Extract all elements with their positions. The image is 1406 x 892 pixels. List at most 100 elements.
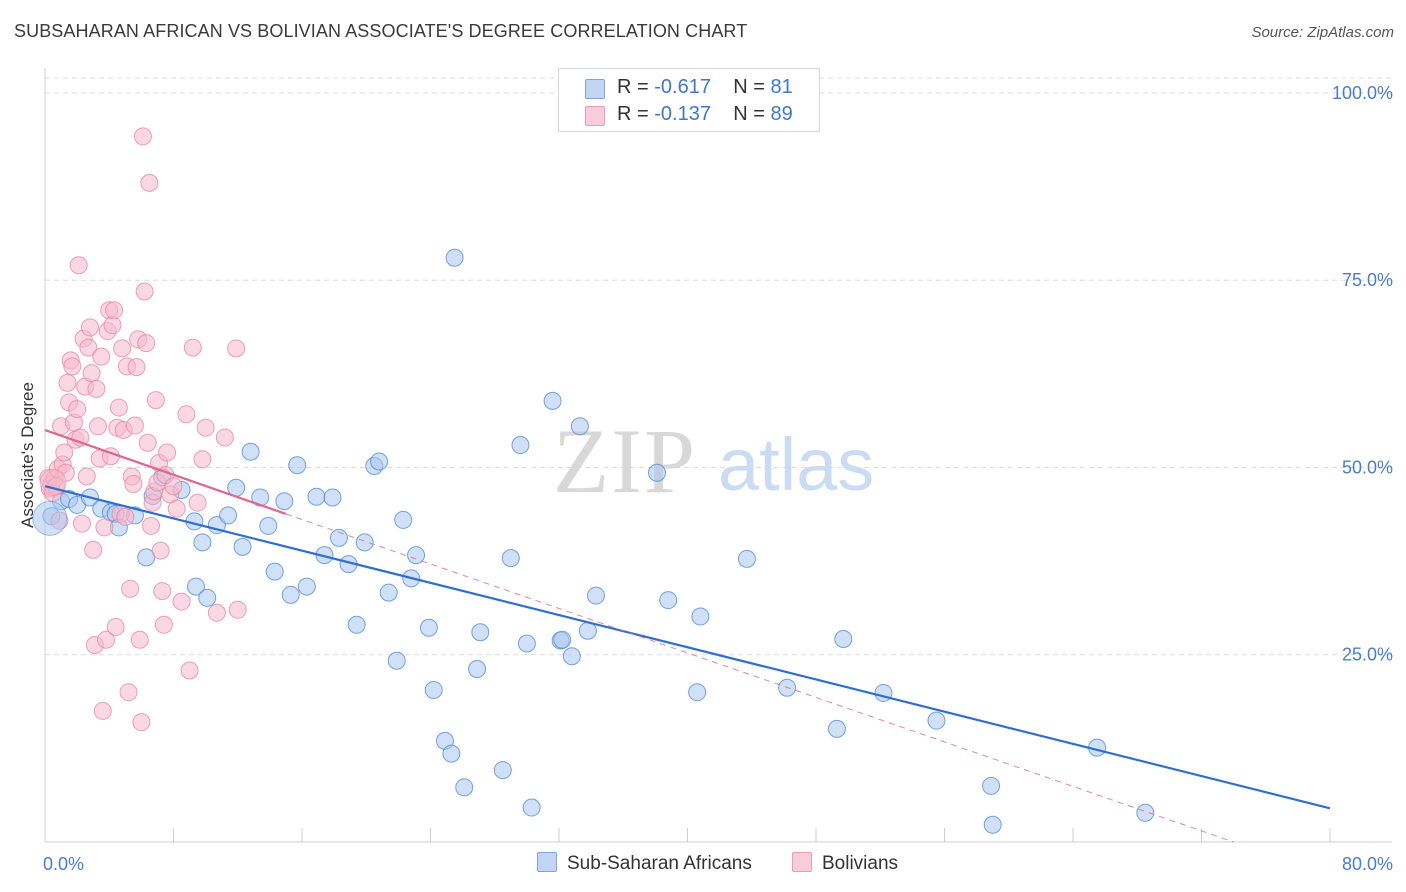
bottom-legend-label: Bolivians	[822, 853, 899, 874]
legend-r-label: R =	[617, 76, 655, 98]
point-subsaharan	[32, 500, 68, 536]
point-bolivian	[55, 443, 74, 462]
bottom-legend-swatch-pink	[792, 852, 812, 872]
point-subsaharan	[688, 683, 707, 702]
point-subsaharan	[834, 630, 853, 649]
legend-n-value: 81	[770, 76, 793, 98]
legend-n-label: N =	[733, 103, 771, 125]
point-bolivian	[97, 630, 116, 649]
point-bolivian	[227, 339, 246, 358]
point-bolivian	[158, 443, 177, 462]
point-subsaharan	[455, 778, 474, 797]
legend-n-value: 89	[770, 103, 793, 125]
point-subsaharan	[522, 798, 541, 817]
point-subsaharan	[198, 588, 217, 607]
legend-swatch-pink	[585, 106, 605, 126]
point-subsaharan	[983, 815, 1002, 834]
point-subsaharan	[288, 456, 307, 475]
point-bolivian	[89, 417, 108, 436]
bottom-legend-bolivians: Bolivians	[792, 852, 898, 875]
point-bolivian	[63, 357, 82, 376]
point-bolivian	[177, 405, 196, 424]
point-bolivian	[92, 347, 111, 366]
point-subsaharan	[259, 516, 278, 535]
point-bolivian	[130, 630, 149, 649]
point-subsaharan	[355, 533, 374, 552]
point-bolivian	[207, 603, 226, 622]
point-bolivian	[79, 338, 98, 357]
y-tick-label: 100.0%	[1332, 83, 1393, 103]
watermark-atlas: atlas	[718, 423, 874, 506]
point-bolivian	[146, 391, 165, 410]
point-subsaharan	[347, 615, 366, 634]
point-subsaharan	[471, 623, 490, 642]
point-bolivian	[116, 507, 135, 526]
point-subsaharan	[370, 452, 389, 471]
point-bolivian	[127, 358, 146, 377]
point-subsaharan	[553, 630, 572, 649]
point-subsaharan	[737, 549, 756, 568]
point-subsaharan	[543, 391, 562, 410]
legend-r-label: R =	[617, 103, 655, 125]
point-bolivian	[87, 379, 106, 398]
point-bolivian	[193, 450, 212, 469]
point-bolivian	[113, 339, 132, 358]
point-bolivian	[68, 400, 87, 419]
point-subsaharan	[186, 577, 205, 596]
point-subsaharan	[647, 463, 666, 482]
point-bolivian	[80, 318, 99, 337]
point-bolivian	[82, 364, 101, 383]
point-subsaharan	[193, 533, 212, 552]
point-subsaharan	[265, 562, 284, 581]
point-bolivian	[167, 499, 186, 518]
point-bolivian	[106, 618, 125, 637]
point-bolivian	[153, 582, 172, 601]
point-subsaharan	[442, 744, 461, 763]
point-subsaharan	[394, 510, 413, 529]
point-subsaharan	[691, 607, 710, 626]
trendline-bolivian-extension	[285, 513, 1234, 843]
point-bolivian	[93, 701, 112, 720]
point-subsaharan	[307, 487, 326, 506]
y-tick-label: 75.0%	[1342, 270, 1393, 290]
point-bolivian	[151, 541, 170, 560]
tick-labels: 100.0% 75.0% 50.0% 25.0% 0.0% 80.0%	[43, 83, 1393, 874]
x-tick-label: 0.0%	[43, 854, 84, 874]
trendline-subsaharan	[44, 485, 1331, 810]
source-label: Source: ZipAtlas.com	[1251, 24, 1394, 41]
watermark: ZIP atlas	[553, 410, 874, 512]
x-tick-label: 80.0%	[1342, 854, 1393, 874]
point-bolivian	[72, 514, 91, 533]
point-subsaharan	[511, 436, 530, 455]
point-subsaharan	[517, 634, 536, 653]
point-bolivian	[135, 282, 154, 301]
point-subsaharan	[1136, 803, 1155, 822]
point-subsaharan	[379, 583, 398, 602]
grid-lines	[45, 77, 1392, 656]
point-bolivian	[105, 301, 124, 320]
point-bolivian	[142, 516, 161, 535]
point-subsaharan	[407, 546, 426, 565]
legend-n-label: N =	[733, 76, 771, 98]
point-bolivian	[95, 518, 114, 537]
point-subsaharan	[233, 537, 252, 556]
data-points	[32, 127, 1155, 834]
point-subsaharan	[297, 577, 316, 596]
point-subsaharan	[424, 680, 443, 699]
point-bolivian	[84, 540, 103, 559]
point-subsaharan	[659, 591, 678, 610]
point-subsaharan	[562, 647, 581, 666]
point-bolivian	[172, 592, 191, 611]
point-bolivian	[77, 467, 96, 486]
point-bolivian	[132, 713, 151, 732]
stats-legend: R = -0.617 N = 81 R = -0.137 N = 89	[558, 68, 820, 132]
y-tick-label: 50.0%	[1342, 457, 1393, 477]
point-bolivian	[121, 579, 140, 598]
point-bolivian	[196, 418, 215, 437]
point-subsaharan	[219, 506, 238, 525]
trendline-bolivian	[44, 429, 287, 515]
point-subsaharan	[982, 776, 1001, 795]
point-bolivian	[215, 428, 234, 447]
point-bolivian	[137, 334, 156, 353]
point-bolivian	[103, 316, 122, 335]
